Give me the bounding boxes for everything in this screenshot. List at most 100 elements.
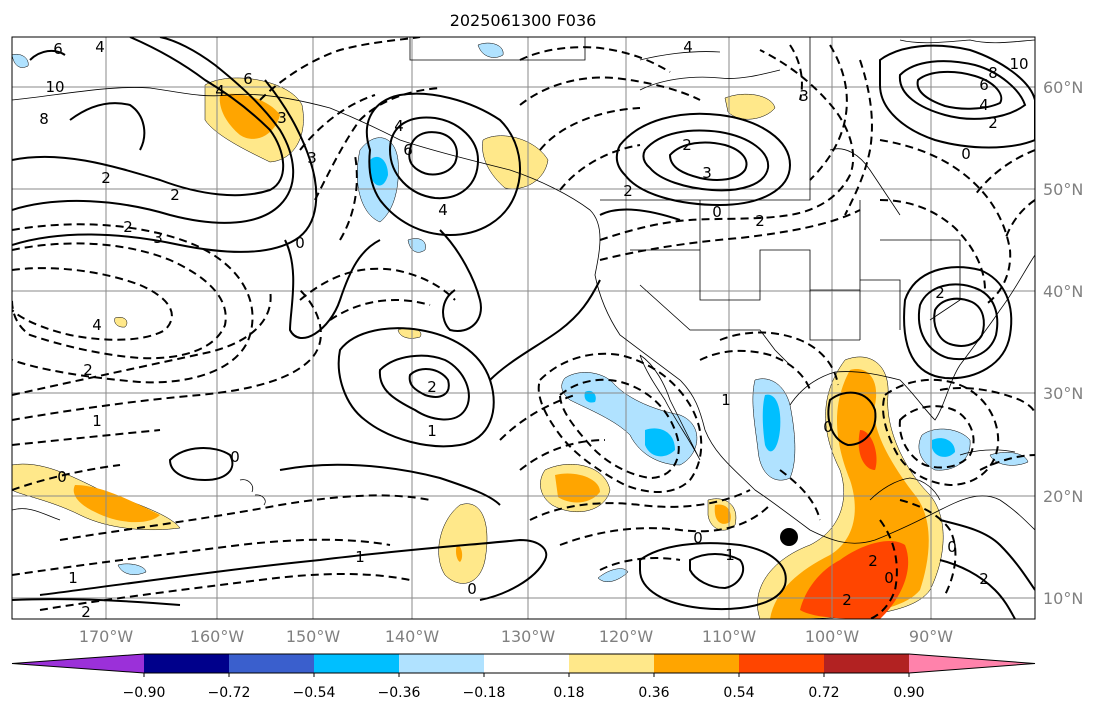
contour-label: 2: [988, 114, 998, 132]
colorbar-segment: [144, 654, 229, 673]
shade-orange-small-1: [714, 504, 731, 524]
shade-orange-central: [456, 545, 463, 562]
lon-tick-label: 120°W: [599, 627, 654, 646]
shade-deepsky-baja: [645, 428, 675, 457]
solid-contours: [12, 37, 1035, 619]
contour-label: 2: [868, 552, 878, 570]
map-frame: [11, 36, 1036, 620]
contour-label: 0: [230, 448, 240, 466]
lon-tick-label: 150°W: [286, 627, 341, 646]
shade-lightblue-small-bottom: [597, 568, 629, 582]
colorbar: −0.90 −0.72 −0.54 −0.36 −0.18 0.18 0.36 0.54 0.7…: [11, 653, 1036, 701]
colorbar-segment: [654, 654, 739, 673]
colorbar-label: 0.72: [808, 685, 839, 701]
colorbar-extend-low: [12, 654, 144, 673]
contour-label: 2: [682, 136, 692, 154]
contour-label: 4: [683, 38, 693, 56]
colorbar-label: −0.18: [463, 685, 506, 701]
lat-tick-label: 20°N: [1043, 487, 1083, 506]
contour-label: 0: [712, 203, 722, 221]
lat-tick-label: 40°N: [1043, 282, 1083, 301]
contour-label: 1: [92, 412, 102, 430]
colorbar-extend-high: [909, 654, 1035, 673]
dashed-contours: [12, 37, 1035, 619]
colorbar-label: 0.18: [553, 685, 584, 701]
contour-label: 0: [295, 234, 305, 252]
contour-label: 10: [45, 78, 64, 96]
contour-label: 8: [988, 64, 998, 82]
contour-label: 2: [979, 570, 989, 588]
contour-label: 2: [427, 378, 437, 396]
contour-label: 2: [170, 186, 180, 204]
contour-label: 4: [95, 38, 105, 56]
contour-label: 2: [755, 212, 765, 230]
map-plot-area: 6 4 10 8 4 6 2 2 2 3 3 3 0 6 4 4 2 3 0 2…: [12, 37, 1035, 621]
shade-orange-west-pacific: [73, 485, 160, 523]
contour-label: 6: [979, 76, 989, 94]
colorbar-segment: [484, 654, 569, 673]
contour-label: 0: [961, 145, 971, 163]
contour-label: 1: [68, 569, 78, 587]
contour-label: 2: [842, 591, 852, 609]
contour-label: 10: [1009, 55, 1028, 73]
colorbar-label: 0.36: [638, 685, 669, 701]
colorbar-label: −0.72: [208, 685, 251, 701]
shade-lightblue-small-ak: [12, 54, 29, 68]
contour-label: 3: [307, 149, 317, 167]
contour-label: 2: [81, 603, 91, 621]
contour-label: 1: [427, 422, 437, 440]
lat-tick-label: 10°N: [1043, 589, 1083, 608]
contour-label: 8: [39, 110, 49, 128]
contour-label: 2: [101, 169, 111, 187]
shade-deepsky-baja-2: [584, 390, 596, 403]
lat-tick-label: 50°N: [1043, 180, 1083, 199]
contour-label: 0: [467, 580, 477, 598]
contour-label: 3: [277, 109, 287, 127]
shade-yellow-central-pacific: [438, 503, 488, 584]
contour-label: 0: [57, 468, 67, 486]
contour-label: 3: [702, 164, 712, 182]
lon-tick-label: 110°W: [702, 627, 757, 646]
colorbar-segment: [399, 654, 484, 673]
contour-label: 4: [979, 96, 989, 114]
contour-label: 6: [403, 141, 413, 159]
contour-labels: 6 4 10 8 4 6 2 2 2 3 3 3 0 6 4 4 2 3 0 2…: [39, 38, 1028, 621]
contour-label: 2: [935, 284, 945, 302]
shade-orange-gulf-alaska: [219, 93, 280, 139]
lon-tick-label: 90°W: [909, 627, 953, 646]
latitude-axis: 60°N 50°N 40°N 30°N 20°N 10°N: [1043, 78, 1083, 608]
colorbar-segment: [569, 654, 654, 673]
colorbar-label: 0.54: [723, 685, 754, 701]
contour-label: 0: [947, 538, 957, 556]
shade-deepsky-gulf-east: [932, 438, 955, 457]
shade-deepsky-mexico: [762, 394, 781, 452]
shaded-anomalies: [12, 42, 1029, 619]
contour-label: 4: [215, 82, 225, 100]
contour-label: 4: [92, 316, 102, 334]
shade-redorange-south-2: [800, 540, 909, 619]
contour-label: 2: [83, 361, 93, 379]
contour-label: 2: [123, 218, 133, 236]
lon-tick-label: 160°W: [190, 627, 245, 646]
contour-label: 2: [623, 182, 633, 200]
colorbar-label: −0.36: [378, 685, 421, 701]
colorbar-segment: [824, 654, 909, 673]
contour-label: 4: [394, 117, 404, 135]
contour-label: 1: [355, 548, 365, 566]
shade-orange-east-pacific: [555, 473, 600, 503]
colorbar-label: −0.90: [123, 685, 166, 701]
location-marker: [780, 528, 798, 546]
contour-label: 4: [438, 201, 448, 219]
colorbar-segment: [739, 654, 824, 673]
contour-label: 0: [693, 529, 703, 547]
longitude-axis: 170°W 160°W 150°W 140°W 130°W 120°W 110°…: [79, 627, 953, 646]
contour-label: 1: [725, 546, 735, 564]
colorbar-label: 0.90: [893, 685, 924, 701]
lon-tick-label: 140°W: [385, 627, 440, 646]
colorbar-segment: [229, 654, 314, 673]
shade-lightblue-small-bottom-2: [117, 563, 147, 575]
lon-tick-label: 130°W: [501, 627, 556, 646]
shade-yellow-tiny-2: [114, 317, 128, 328]
contour-label: 3: [153, 229, 163, 247]
